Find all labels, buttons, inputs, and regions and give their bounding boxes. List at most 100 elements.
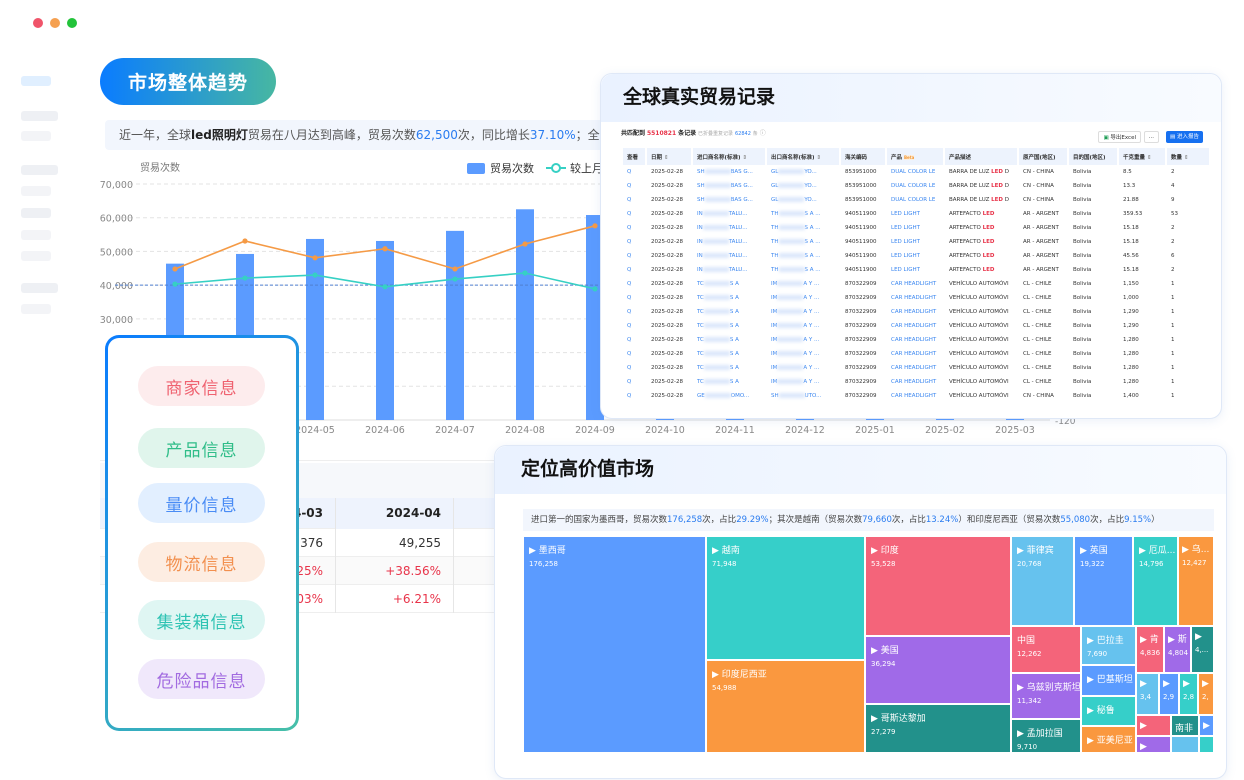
treemap-cell[interactable]: ▶ 3,4: [1136, 673, 1159, 715]
expand-arrow-icon[interactable]: ▶: [1080, 546, 1090, 556]
product-link[interactable]: CAR HEADLIGHT: [887, 277, 943, 291]
product-link[interactable]: DUAL COLOR LE: [887, 179, 943, 193]
expand-arrow-icon[interactable]: ▶: [1140, 635, 1150, 645]
expand-arrow-icon[interactable]: ▶: [1087, 675, 1097, 685]
importer-link[interactable]: IN TALU...: [693, 207, 765, 221]
table-row[interactable]: Q 2025-02-28 IN TALU... TH S A ... 940511900 LE…: [623, 235, 1209, 249]
line-point[interactable]: [382, 284, 388, 290]
exporter-link[interactable]: TH S A ...: [767, 207, 839, 221]
table-row[interactable]: Q 2025-02-28 TC S A IM A Y ... 870322909 CAR HE…: [623, 319, 1209, 333]
exporter-link[interactable]: SH UTO...: [767, 389, 839, 403]
line-point[interactable]: [242, 275, 248, 281]
bar[interactable]: [586, 215, 604, 420]
line-point[interactable]: [172, 266, 178, 272]
column-header[interactable]: 产品描述: [945, 148, 1017, 165]
exporter-link[interactable]: IM A Y ...: [767, 333, 839, 347]
info-tag-1[interactable]: 产品信息: [138, 428, 265, 468]
treemap-cell[interactable]: ▶ 2,: [1198, 673, 1214, 715]
sidebar-item[interactable]: [21, 111, 58, 121]
product-link[interactable]: CAR HEADLIGHT: [887, 361, 943, 375]
expand-arrow-icon[interactable]: ▶: [1140, 742, 1147, 752]
product-link[interactable]: CAR HEADLIGHT: [887, 375, 943, 389]
sidebar-item[interactable]: [21, 230, 51, 240]
expand-arrow-icon[interactable]: ▶: [712, 546, 722, 556]
line-point[interactable]: [522, 270, 528, 276]
view-search-icon[interactable]: Q: [627, 225, 632, 231]
treemap-cell[interactable]: ▶ 2,8: [1179, 673, 1198, 715]
treemap-cell[interactable]: ▶ 越南 71,948: [706, 536, 865, 660]
line-point[interactable]: [592, 286, 598, 292]
expand-arrow-icon[interactable]: ▶: [1140, 721, 1147, 731]
window-minimize-button[interactable]: [50, 18, 60, 28]
exporter-link[interactable]: GL YO...: [767, 193, 839, 207]
view-search-icon[interactable]: Q: [627, 183, 632, 189]
importer-link[interactable]: IN TALU...: [693, 263, 765, 277]
table-row[interactable]: Q 2025-02-28 SH BAS G... GL YO... 853951000 DUA…: [623, 165, 1209, 179]
product-link[interactable]: DUAL COLOR LE: [887, 165, 943, 179]
view-search-icon[interactable]: Q: [627, 351, 632, 357]
importer-link[interactable]: SH BAS G...: [693, 165, 765, 179]
expand-arrow-icon[interactable]: ▶: [1182, 545, 1192, 555]
exporter-link[interactable]: GL YO...: [767, 179, 839, 193]
view-search-icon[interactable]: Q: [627, 323, 632, 329]
importer-link[interactable]: TC S A: [693, 291, 765, 305]
exporter-link[interactable]: GL YO...: [767, 165, 839, 179]
line-point[interactable]: [312, 255, 318, 261]
treemap-cell[interactable]: 南非: [1171, 715, 1199, 736]
treemap-cell[interactable]: ▶ 菲律宾 20,768: [1011, 536, 1074, 626]
expand-arrow-icon[interactable]: ▶: [1195, 632, 1202, 642]
info-tag-3[interactable]: 物流信息: [138, 542, 265, 582]
line-point[interactable]: [312, 272, 318, 278]
expand-arrow-icon[interactable]: ▶: [1202, 679, 1209, 689]
sidebar-item[interactable]: [21, 304, 51, 314]
treemap-cell[interactable]: 中国 12,262: [1011, 626, 1081, 673]
window-close-button[interactable]: [33, 18, 43, 28]
table-row[interactable]: Q 2025-02-28 GE OMO... SH UTO... 870322909 CAR …: [623, 389, 1209, 403]
exporter-link[interactable]: IM A Y ...: [767, 347, 839, 361]
expand-arrow-icon[interactable]: ▶: [1087, 636, 1097, 646]
sidebar-item-active[interactable]: [21, 76, 51, 86]
table-row[interactable]: Q 2025-02-28 IN TALU... TH S A ... 940511900 LE…: [623, 249, 1209, 263]
treemap-cell[interactable]: ▶ 斯 4,804: [1164, 626, 1191, 673]
column-header[interactable]: 查看: [623, 148, 645, 165]
expand-arrow-icon[interactable]: ▶: [1017, 683, 1027, 693]
line-point[interactable]: [452, 266, 458, 272]
exporter-link[interactable]: TH S A ...: [767, 235, 839, 249]
treemap-cell[interactable]: ▶ 墨西哥 176,258: [523, 536, 706, 753]
more-button[interactable]: ···: [1143, 131, 1159, 143]
view-search-icon[interactable]: Q: [627, 169, 632, 175]
table-row[interactable]: Q 2025-02-28 SH BAS G... GL YO... 853951000 DUA…: [623, 179, 1209, 193]
importer-link[interactable]: TC S A: [693, 361, 765, 375]
legend-line-label[interactable]: 较上月: [570, 161, 603, 175]
sort-icon[interactable]: ⇕: [663, 154, 669, 161]
view-search-icon[interactable]: Q: [627, 309, 632, 315]
column-header[interactable]: 出口商名称(标准) ⇕: [767, 148, 839, 165]
sort-icon[interactable]: ⇕: [1146, 154, 1152, 161]
sidebar-item[interactable]: [21, 165, 58, 175]
bar[interactable]: [306, 238, 324, 420]
line-point[interactable]: [382, 246, 388, 252]
treemap-cell[interactable]: ▶ 印度尼西亚 54,988: [706, 660, 865, 753]
treemap-cell[interactable]: [1171, 736, 1199, 753]
importer-link[interactable]: IN TALU...: [693, 249, 765, 263]
expand-arrow-icon[interactable]: ▶: [1140, 679, 1147, 689]
bar[interactable]: [446, 230, 464, 420]
sort-icon[interactable]: ⇕: [816, 154, 822, 161]
exporter-link[interactable]: IM A Y ...: [767, 361, 839, 375]
product-link[interactable]: LED LIGHT: [887, 221, 943, 235]
treemap-cell[interactable]: ▶ 厄瓜... 14,796: [1133, 536, 1178, 626]
treemap-cell[interactable]: [1199, 736, 1214, 753]
importer-link[interactable]: TC S A: [693, 305, 765, 319]
view-search-icon[interactable]: Q: [627, 393, 632, 399]
product-link[interactable]: CAR HEADLIGHT: [887, 347, 943, 361]
exporter-link[interactable]: IM A Y ...: [767, 319, 839, 333]
info-icon[interactable]: ⓘ: [759, 130, 766, 137]
treemap-cell[interactable]: ▶ 乌... 12,427: [1178, 536, 1214, 626]
expand-arrow-icon[interactable]: ▶: [871, 714, 881, 724]
product-link[interactable]: CAR HEADLIGHT: [887, 291, 943, 305]
sidebar-item[interactable]: [21, 186, 51, 196]
treemap-cell[interactable]: ▶ 英国 19,322: [1074, 536, 1133, 626]
table-row[interactable]: Q 2025-02-28 TC S A IM A Y ... 870322909 CAR HE…: [623, 375, 1209, 389]
treemap-cell[interactable]: ▶ 肯 4,836: [1136, 626, 1164, 673]
view-search-icon[interactable]: Q: [627, 211, 632, 217]
